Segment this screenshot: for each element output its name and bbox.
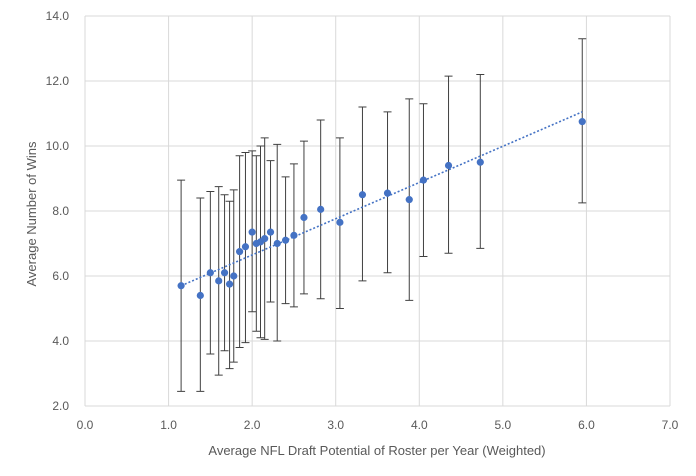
y-tick-label: 12.0 [46,74,70,88]
data-point [248,228,256,236]
data-point [241,243,250,251]
data-points [177,118,586,300]
x-tick-label: 7.0 [662,418,679,432]
x-tick-label: 6.0 [578,418,595,432]
data-point [281,236,290,244]
data-point [444,161,453,170]
data-point [177,282,185,290]
data-point [225,280,234,288]
data-point [215,277,223,285]
x-tick-label: 1.0 [160,418,177,432]
x-tick-label: 4.0 [411,418,428,432]
y-tick-label: 10.0 [46,139,70,153]
data-point [578,118,586,126]
data-point [419,176,428,184]
x-tick-label: 0.0 [77,418,94,432]
data-point [206,269,214,277]
data-point [196,291,204,300]
x-tick-label: 3.0 [327,418,344,432]
gridlines [84,15,671,407]
data-point [230,272,238,280]
data-point [336,218,344,226]
data-point [383,189,392,197]
data-point [261,235,269,243]
data-point [220,269,229,277]
y-axis-ticks: 2.0 4.0 6.0 8.0 10.0 12.0 14.0 [46,9,70,413]
y-axis-title: Average Number of Wins [24,141,39,286]
data-point [405,196,413,204]
data-point [273,239,281,248]
x-tick-label: 5.0 [495,418,512,432]
y-tick-label: 4.0 [52,334,69,348]
trendline [180,111,583,287]
data-point [236,248,244,256]
y-tick-label: 2.0 [52,399,69,413]
y-tick-label: 14.0 [46,9,70,23]
data-point [358,191,367,199]
x-axis-ticks: 0.0 1.0 2.0 3.0 4.0 5.0 6.0 7.0 [77,418,679,432]
data-point [290,231,298,239]
x-tick-label: 2.0 [244,418,261,432]
data-point [476,158,484,166]
data-point [266,228,275,236]
y-tick-label: 8.0 [52,204,69,218]
x-axis-title: Average NFL Draft Potential of Roster pe… [208,443,545,458]
error-bars [177,38,587,392]
y-tick-label: 6.0 [52,269,69,283]
data-point [300,213,308,222]
data-point [317,205,325,213]
